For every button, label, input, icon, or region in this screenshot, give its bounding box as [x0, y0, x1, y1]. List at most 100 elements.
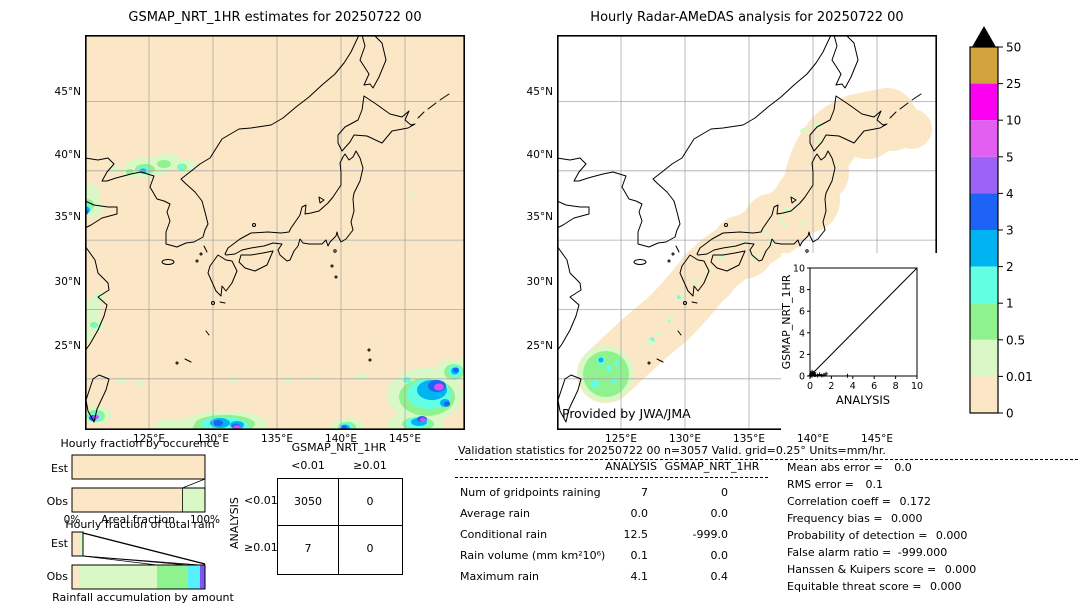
contingency-col1-label: <0.01: [291, 459, 325, 472]
contingency-row2-label: ≥0.01: [244, 541, 278, 554]
left-lat-30: 30°N: [54, 276, 81, 288]
right-map-gridlines: [557, 35, 937, 430]
contingency-v11: 3050: [294, 495, 322, 508]
cb-label-25: 25: [1006, 77, 1021, 91]
totalrain-obs-label: Obs: [47, 570, 69, 583]
right-lon-135: 135°E: [733, 433, 765, 445]
inset-xtick-0: 0: [807, 381, 813, 392]
validation-row-label: Num of gridpoints raining: [460, 486, 601, 499]
validation-row-gsmap-value: 0.4: [710, 570, 729, 583]
score-value: 0.172: [899, 495, 932, 508]
light-rain-specks: [646, 121, 823, 346]
inset-ytick-8: 8: [799, 285, 805, 296]
colorbar-overflow-triangle-icon: [972, 26, 996, 47]
left-lon-125: 125°E: [133, 433, 165, 445]
cb-label-0.01: 0.01: [1006, 370, 1033, 384]
inset-xtick-10: 10: [911, 381, 923, 392]
contingency-v21: 7: [304, 542, 312, 555]
occurrence-est-bar: [71, 454, 206, 480]
occurrence-obs-label: Obs: [47, 495, 69, 508]
cb-label-4: 4: [1006, 187, 1014, 201]
occurrence-est-label: Est: [51, 462, 69, 475]
left-map-title: GSMAP_NRT_1HR estimates for 20250722 00: [128, 10, 422, 25]
cb-label-0.5: 0.5: [1006, 333, 1025, 347]
validation-row-label: Rain volume (mm km²10⁶): [460, 549, 606, 562]
left-map-frame: [85, 35, 465, 430]
contingency-col2-label: ≥0.01: [353, 459, 387, 472]
totalrain-obs-bar: [71, 564, 206, 590]
left-lat-45: 45°N: [54, 86, 81, 98]
validation-col-gsmap: GSMAP_NRT_1HR: [664, 460, 760, 473]
validation-row-label: Maximum rain: [460, 570, 539, 583]
left-map: [85, 35, 465, 430]
inset-diagonal: [809, 267, 918, 377]
right-lon-125: 125°E: [605, 433, 637, 445]
score-value: 0.1: [865, 478, 883, 491]
left-lon-140: 140°E: [325, 433, 357, 445]
score-value: 0.0: [894, 461, 912, 474]
occurrence-x0: 0%: [64, 514, 81, 526]
occurrence-connectors: [182, 478, 206, 489]
inset-xtick-4: 4: [850, 381, 856, 392]
validation-row-analysis-value: 4.1: [630, 570, 649, 583]
validation-row-analysis-value: 0.1: [630, 549, 649, 562]
cb-label-3: 3: [1006, 224, 1014, 238]
cb-label-2: 2: [1006, 260, 1014, 274]
score-line: Correlation coeff = 0.172: [787, 495, 931, 508]
totalrain-est-bar: [71, 531, 84, 557]
validation-row-label: Average rain: [460, 507, 530, 520]
left-map-precip-blobs: [85, 154, 465, 430]
left-lon-145: 145°E: [389, 433, 421, 445]
score-label: Mean abs error =: [787, 461, 883, 474]
score-value: 0.000: [935, 529, 968, 542]
score-label: Equitable threat score =: [787, 580, 922, 593]
inset-ytick-6: 6: [799, 307, 805, 318]
inset-xtick-2: 2: [828, 381, 834, 392]
score-value: 0.000: [944, 563, 977, 576]
contingency-row1-label: <0.01: [244, 494, 278, 507]
right-map-title: Hourly Radar-AMeDAS analysis for 2025072…: [590, 10, 904, 25]
score-label: Correlation coeff =: [787, 495, 891, 508]
score-line: Probability of detection = 0.000: [787, 529, 967, 542]
inset-ylabel: GSMAP_NRT_1HR: [781, 274, 793, 369]
occurrence-chart-title: Hourly fraction by occurence: [61, 437, 220, 450]
cb-label-0: 0: [1006, 407, 1014, 421]
score-line: RMS error = 0.1: [787, 478, 883, 491]
score-label: Frequency bias =: [787, 512, 883, 525]
score-line: False alarm ratio = -999.000: [787, 546, 947, 559]
occurrence-xlabel: Areal fraction: [101, 513, 175, 526]
score-line: Frequency bias = 0.000: [787, 512, 923, 525]
inset-ytick-4: 4: [799, 328, 805, 339]
right-lat-35: 35°N: [526, 211, 553, 223]
right-lat-25: 25°N: [526, 340, 553, 352]
score-value: 0.000: [891, 512, 923, 525]
occurrence-x1: 100%: [190, 514, 220, 526]
score-label: False alarm ratio =: [787, 546, 892, 559]
inset-xlabel: ANALYSIS: [836, 393, 890, 407]
score-label: Probability of detection =: [787, 529, 928, 542]
validation-col-analysis: ANALYSIS: [605, 460, 657, 473]
validation-row-gsmap-value: 0.0: [710, 549, 729, 562]
right-lat-45: 45°N: [526, 86, 553, 98]
contingency-v12: 0: [366, 495, 374, 508]
score-line: Hanssen & Kuipers score = 0.000: [787, 563, 976, 576]
left-lat-25: 25°N: [54, 340, 81, 352]
inset-points: [808, 369, 850, 378]
divider-top: [455, 459, 1078, 460]
score-label: RMS error =: [787, 478, 854, 491]
occurrence-obs-bar: [71, 487, 206, 513]
inset-scatter: 0 2 4 6 8 10 0 2 4 6 8 10 ANALYSIS GSMAP…: [781, 253, 937, 430]
validation-row-gsmap-value: -999.0: [692, 528, 728, 541]
score-label: Hanssen & Kuipers score =: [787, 563, 937, 576]
left-lat-35: 35°N: [54, 211, 81, 223]
validation-title: Validation statistics for 20250722 00 n=…: [458, 444, 886, 457]
contingency-table: 3050 0 7 0: [277, 478, 403, 575]
score-line: Mean abs error = 0.0: [787, 461, 912, 474]
totalrain-xlabel: Rainfall accumulation by amount: [52, 591, 234, 604]
validation-row-analysis-value: 12.5: [623, 528, 649, 541]
right-lon-145: 145°E: [861, 433, 893, 445]
contingency-v22: 0: [366, 542, 374, 555]
cb-label-1: 1: [1006, 297, 1014, 311]
validation-row-gsmap-value: 0: [721, 486, 728, 499]
